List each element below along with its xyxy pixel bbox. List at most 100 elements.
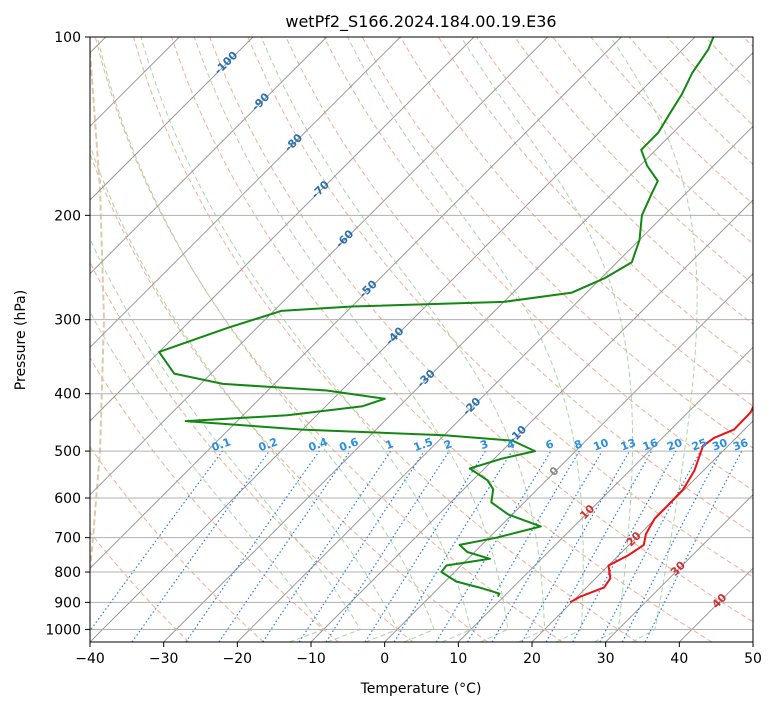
x-axis: −40 −30 −20 −10 0 10 20 30 40 50: [75, 642, 762, 667]
mixing-ratio-label: 1: [384, 437, 396, 452]
mixing-ratio-label: 1.5: [412, 435, 435, 454]
mixing-ratio-label: 3: [478, 437, 490, 452]
isotherm-line: [90, 37, 254, 201]
moist-adiabat: [90, 310, 325, 642]
dry-adiabat: [361, 37, 753, 449]
dry-adiabat: [171, 37, 712, 642]
x-tick-label: 10: [449, 651, 467, 667]
x-axis-label: Temperature (°C): [360, 681, 482, 697]
tan-dashed-curve: [90, 51, 106, 573]
dry-adiabat: [247, 37, 753, 578]
dry-adiabat: [209, 37, 753, 623]
mixing-ratio-label: 25: [690, 436, 709, 453]
x-tick-label: −30: [149, 651, 179, 667]
dry-adiabat: [90, 446, 264, 642]
tan-curve: [90, 51, 106, 573]
mixing-ratio-line: [298, 450, 425, 642]
mixing-ratio-line: [131, 450, 270, 642]
mixing-ratio-line: [572, 450, 677, 642]
x-tick-label: 30: [597, 651, 615, 667]
mixing-ratio-label: 0.6: [338, 435, 361, 454]
moist-adiabat: [260, 37, 546, 642]
mixing-ratio-label: 10: [592, 436, 611, 454]
y-axis-label: Pressure (hPa): [13, 290, 29, 390]
isotherm-line: [531, 420, 753, 642]
profile-series: [158, 37, 753, 604]
mixing-ratio-label: 30: [710, 436, 729, 454]
mixing-ratio-label: 4: [505, 437, 517, 452]
isotherm-line: [236, 125, 753, 642]
mixing-ratio-lines: [90, 450, 743, 642]
mixing-ratio-line: [545, 450, 653, 642]
isoline-labels: 0.1 0.2 0.4 0.6 1 1.5 2 3 4 6 8 10 13 16 20 25 30 36-100-…: [210, 48, 750, 611]
moist-adiabat: [610, 37, 698, 642]
y-tick-label: 1000: [45, 622, 81, 638]
dry-adiabat: [94, 37, 563, 642]
y-tick-label: 400: [54, 387, 81, 403]
mixing-ratio-label: 0.4: [307, 435, 330, 454]
mixing-ratio-line: [185, 450, 320, 642]
y-tick-label: 200: [54, 208, 81, 224]
moist-adiabat: [193, 37, 509, 642]
y-tick-label: 700: [54, 531, 81, 547]
plot-area: 0.1 0.2 0.4 0.6 1 1.5 2 3 4 6 8 10 13 16 20 25 30 36-100-…: [90, 37, 753, 642]
temperature-line: [569, 404, 753, 604]
mixing-ratio-label: 20: [665, 436, 684, 454]
isotherm-line: [310, 199, 753, 642]
x-tick-label: 50: [744, 651, 762, 667]
dry-adiabat: [90, 152, 488, 642]
pressure-gridlines: [90, 37, 753, 630]
isotherm-line: [605, 493, 753, 642]
mixing-ratio-line: [90, 450, 223, 632]
isotherm-line: [90, 37, 328, 275]
y-tick-label: 900: [54, 595, 81, 611]
isotherm-line: [163, 51, 753, 642]
mixing-ratio-line: [262, 450, 392, 642]
mixing-ratio-line: [218, 450, 351, 642]
dry-adiabat: [323, 37, 753, 491]
dry-adiabat: [514, 37, 753, 285]
dry-adiabat: [90, 356, 339, 642]
chart-title: wetPf2_S166.2024.184.00.19.E36: [285, 12, 556, 32]
isotherm-line: [90, 37, 475, 422]
moist-adiabat: [90, 144, 398, 642]
moist-adiabat: [90, 237, 362, 642]
dry-adiabat: [437, 37, 753, 366]
y-tick-label: 800: [54, 565, 81, 581]
y-tick-label: 100: [54, 30, 81, 46]
x-tick-label: 40: [670, 651, 688, 667]
dry-adiabat: [90, 531, 190, 642]
isotherm-line: [90, 37, 401, 349]
y-tick-label: 300: [54, 313, 81, 329]
mixing-ratio-label: 13: [619, 436, 638, 453]
x-tick-label: −20: [223, 651, 253, 667]
mixing-ratio-line: [325, 450, 450, 642]
isotherm-line: [90, 37, 622, 570]
moist-adiabat: [346, 37, 584, 642]
moist-adiabat: [96, 37, 435, 642]
plot-frame: [89, 36, 754, 643]
x-tick-label: 20: [523, 651, 541, 667]
x-tick-label: −10: [296, 651, 326, 667]
mixing-ratio-line: [644, 450, 743, 642]
moist-adiabat: [140, 37, 472, 642]
isotherm-line: [384, 272, 753, 642]
mixing-ratio-line: [393, 450, 513, 642]
mixing-ratio-label: 16: [641, 436, 660, 454]
dry-adiabat: [285, 37, 753, 535]
isotherm-line: [457, 346, 753, 642]
mixing-ratio-label: 36: [731, 436, 750, 454]
y-tick-label: 600: [54, 491, 81, 507]
dewpoint-line: [158, 37, 715, 598]
mixing-ratio-label: 6: [544, 437, 556, 452]
mixing-ratio-line: [521, 450, 631, 642]
isotherms: [90, 37, 753, 642]
y-axis: 1000 900 800 700 600 500 400 300 200 100: [45, 30, 90, 638]
x-tick-label: 0: [380, 651, 389, 667]
isotherm-line: [90, 37, 549, 496]
mixing-ratio-label: 2: [442, 437, 454, 452]
isotherm-line: [90, 37, 696, 642]
mixing-ratio-label: 0.1: [210, 435, 233, 454]
